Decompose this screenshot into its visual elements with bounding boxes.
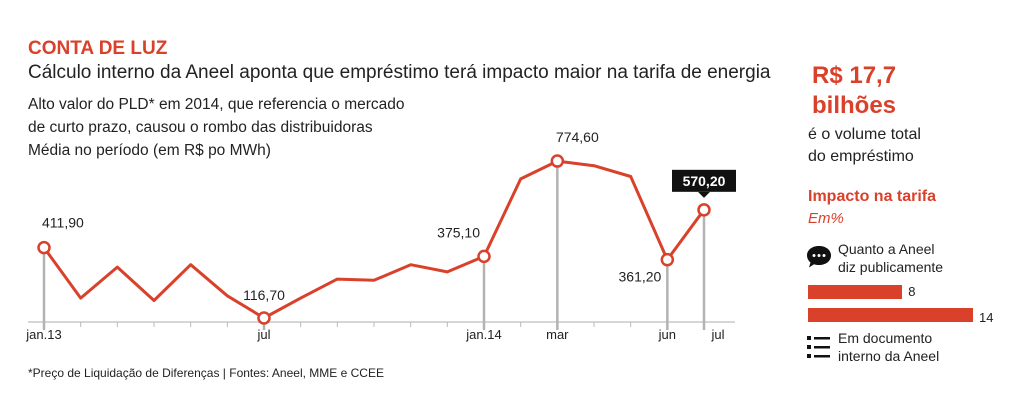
subtitle-line-3: Média no período (em R$ po MWh) bbox=[28, 142, 271, 159]
data-point bbox=[697, 203, 711, 217]
loan-amount: R$ 17,7 bbox=[812, 62, 897, 89]
subtitle-line-1: Alto valor do PLD* em 2014, que referenc… bbox=[28, 96, 405, 113]
loan-amount-unit: bilhões bbox=[812, 92, 897, 119]
x-tick-label: jun bbox=[658, 327, 676, 342]
highlight-label-box bbox=[672, 169, 736, 192]
headline: Cálculo interno da Aneel aponta que empr… bbox=[28, 62, 771, 83]
x-tick-label: mar bbox=[546, 327, 569, 342]
public-label-line-2: diz publicamente bbox=[838, 259, 944, 275]
data-label: 116,70 bbox=[243, 287, 285, 303]
loan-desc-line-1: é o volume total bbox=[808, 126, 921, 143]
impact-title: Impacto na tarifa bbox=[808, 188, 937, 205]
bar-public bbox=[808, 285, 903, 299]
internal-label-line-2: interno da Aneel bbox=[838, 348, 940, 364]
footnote: *Preço de Liquidação de Diferenças | Fon… bbox=[28, 366, 384, 380]
highlight-label-pointer bbox=[698, 191, 710, 198]
list-icon bbox=[807, 336, 830, 358]
speech-bubble-icon bbox=[807, 246, 831, 268]
x-tick-label: jan.13 bbox=[25, 327, 61, 342]
x-tick-label: jul bbox=[256, 327, 270, 342]
series-line bbox=[42, 159, 706, 320]
data-label: 774,60 bbox=[556, 129, 599, 145]
data-label: 411,90 bbox=[42, 215, 84, 231]
subtitle-line-2: de curto prazo, causou o rombo das distr… bbox=[28, 119, 373, 136]
x-tick-label: jul bbox=[710, 327, 724, 342]
internal-label-line-1: Em documento bbox=[838, 330, 933, 346]
data-point bbox=[477, 249, 491, 264]
x-tick-label: jan.14 bbox=[465, 327, 501, 342]
kicker: CONTA DE LUZ bbox=[28, 38, 168, 59]
bar-internal bbox=[808, 308, 973, 322]
data-label: 570,20 bbox=[683, 173, 726, 189]
bar-public-value: 8 bbox=[908, 284, 916, 299]
impact-unit: Em% bbox=[808, 210, 844, 227]
bar-internal-value: 14 bbox=[979, 310, 994, 325]
loan-desc-line-2: do empréstimo bbox=[808, 148, 914, 165]
data-point bbox=[37, 240, 51, 255]
data-label: 375,10 bbox=[437, 224, 480, 240]
data-point bbox=[660, 252, 675, 267]
data-label: 361,20 bbox=[619, 269, 662, 285]
public-label-line-1: Quanto a Aneel bbox=[838, 241, 935, 257]
data-point bbox=[257, 311, 271, 325]
data-point bbox=[550, 154, 565, 168]
